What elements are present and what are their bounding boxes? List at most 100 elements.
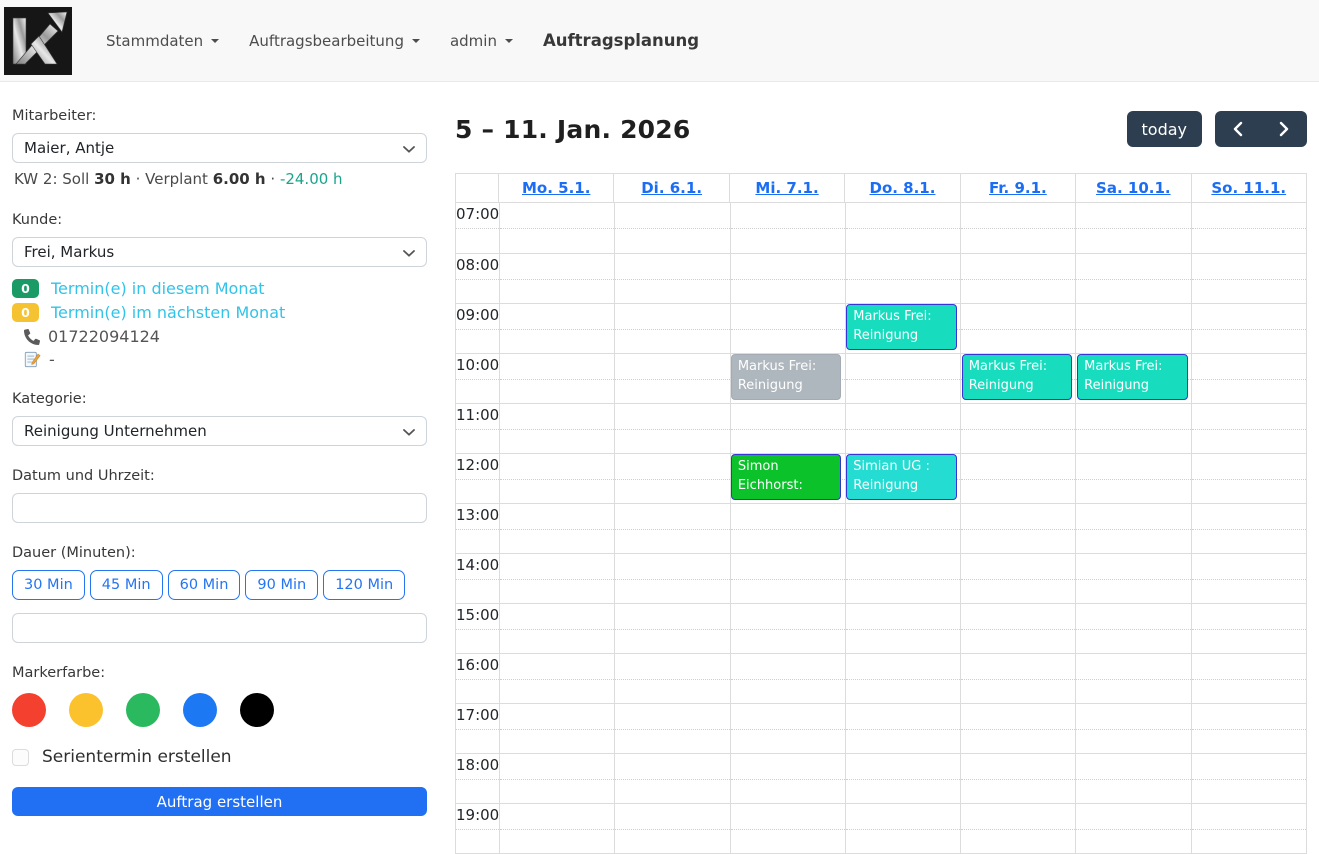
marker-color-black[interactable]	[240, 693, 274, 727]
navbar: Stammdaten Auftragsbearbeitung admin Auftr…	[0, 0, 1319, 82]
mitarbeiter-selected-value: Maier, Antje	[24, 139, 115, 157]
nav-item-admin[interactable]: admin	[442, 26, 521, 56]
calendar-event[interactable]: Simian UG : Reinigung	[846, 454, 957, 500]
caret-down-icon	[211, 38, 220, 43]
duration-button-30min[interactable]: 30 Min	[12, 570, 85, 600]
calendar-event[interactable]: Markus Frei: Reinigung	[961, 354, 1073, 400]
mitarbeiter-label: Mitarbeiter:	[12, 108, 97, 124]
day-header-link-6[interactable]: Sa. 10.1.	[1096, 179, 1171, 197]
duration-button-60min[interactable]: 60 Min	[167, 570, 241, 600]
app-logo-icon[interactable]	[4, 6, 72, 75]
auftrag-erstellen-button[interactable]: Auftrag erstellen	[12, 787, 427, 816]
serientermin-checkbox[interactable]	[12, 748, 29, 766]
time-slot	[500, 703, 615, 753]
time-label-cell: 09:00	[456, 303, 500, 353]
time-slot	[961, 653, 1076, 703]
time-slot	[961, 753, 1076, 803]
event-title: Markus Frei: Reinigung	[968, 359, 1048, 393]
time-slot	[961, 703, 1076, 753]
event-title: Simian UG : Reinigung	[853, 459, 930, 493]
duration-button-45min[interactable]: 45 Min	[89, 570, 163, 600]
day-header-cell: Fr. 9.1.	[959, 174, 1075, 202]
time-slot	[615, 553, 730, 603]
marker-color-blue[interactable]	[183, 693, 217, 727]
time-label-cell: 10:00	[456, 353, 500, 403]
time-slot	[1191, 603, 1307, 653]
calendar-event[interactable]: Simon Eichhorst:	[730, 454, 842, 500]
time-slot	[1191, 453, 1307, 503]
marker-color-red[interactable]	[12, 693, 46, 727]
time-slot	[730, 803, 846, 853]
time-slot	[1076, 203, 1191, 253]
time-slot	[1076, 603, 1191, 653]
day-column-3	[729, 203, 846, 853]
nav-item-stammdaten[interactable]: Stammdaten	[98, 26, 227, 56]
time-slot	[845, 403, 961, 453]
time-slot	[500, 203, 615, 253]
next-week-button[interactable]	[1261, 111, 1307, 147]
time-label-cell: 17:00	[456, 703, 500, 753]
day-column-5	[960, 203, 1076, 853]
kategorie-select[interactable]: Reinigung Unternehmen	[12, 416, 427, 446]
custom-duration-input[interactable]	[12, 613, 427, 643]
mitarbeiter-select[interactable]: Maier, Antje	[12, 133, 427, 163]
time-slot	[730, 403, 846, 453]
time-slot	[845, 653, 961, 703]
day-header-link-1[interactable]: Mo. 5.1.	[521, 179, 591, 197]
time-slot	[1076, 753, 1191, 803]
time-slot	[500, 503, 615, 553]
datum-input[interactable]	[12, 493, 427, 523]
nav-item-auftragsbearbeitung[interactable]: Auftragsbearbeitung	[241, 26, 428, 56]
time-slot	[961, 303, 1076, 353]
day-header-link-2[interactable]: Di. 6.1.	[641, 179, 703, 197]
chevron-down-icon	[403, 250, 415, 257]
event-title: Markus Frei: Reinigung	[1084, 359, 1163, 393]
marker-color-green[interactable]	[126, 693, 160, 727]
appointment-count-badge: 0	[12, 303, 39, 322]
duration-button-90min[interactable]: 90 Min	[245, 570, 319, 600]
serientermin-row: Serientermin erstellen	[12, 747, 427, 767]
duration-button-120min[interactable]: 120 Min	[323, 570, 406, 600]
appointment-link-0[interactable]: Termin(e) in diesem Monat	[51, 279, 265, 298]
day-column-2	[614, 203, 730, 853]
day-header-cell: Mi. 7.1.	[728, 174, 844, 202]
time-slot	[615, 353, 730, 403]
kw-delta-hours: -24.00 h	[279, 170, 343, 188]
chevron-right-icon	[1279, 121, 1289, 137]
time-slot	[961, 503, 1076, 553]
appointment-link-row: 0 Termin(e) in diesem Monat	[12, 279, 427, 298]
calendar-title: 5 – 11. Jan. 2026	[455, 114, 691, 144]
calendar-event[interactable]: Markus Frei: Reinigung	[730, 354, 842, 400]
memo-icon	[24, 351, 41, 368]
today-button[interactable]: today	[1126, 111, 1202, 147]
nav-menu: Stammdaten Auftragsbearbeitung admin	[84, 26, 521, 56]
time-slot	[1191, 653, 1307, 703]
day-header-link-7[interactable]: So. 11.1.	[1211, 179, 1287, 197]
marker-color-yellow[interactable]	[69, 693, 103, 727]
calendar-event[interactable]: Markus Frei: Reinigung	[1077, 354, 1188, 400]
time-slot	[500, 603, 615, 653]
appointment-links: 0 Termin(e) in diesem Monat 0 Termin(e) im …	[12, 279, 427, 322]
appointment-form: Mitarbeiter: Maier, Antje KW 2: Soll 30 …	[0, 82, 439, 816]
event-title: Markus Frei: Reinigung	[853, 309, 932, 343]
time-slot	[1191, 353, 1307, 403]
time-slot	[730, 303, 846, 353]
chevron-down-icon	[403, 146, 415, 153]
prev-week-button[interactable]	[1215, 111, 1261, 147]
appointment-link-1[interactable]: Termin(e) im nächsten Monat	[51, 303, 286, 322]
time-slot	[500, 803, 615, 853]
time-slot	[730, 503, 846, 553]
time-slot	[500, 553, 615, 603]
phone-row: 01722094124	[24, 327, 427, 346]
dauer-label: Dauer (Minuten):	[12, 545, 136, 561]
day-header-link-3[interactable]: Mi. 7.1.	[755, 179, 819, 197]
time-slot	[615, 403, 730, 453]
kunde-select[interactable]: Frei, Markus	[12, 237, 427, 267]
serientermin-label: Serientermin erstellen	[42, 747, 232, 767]
day-header-link-5[interactable]: Fr. 9.1.	[989, 179, 1047, 197]
day-header-link-4[interactable]: Do. 8.1.	[869, 179, 936, 197]
nav-item-auftragsplanung[interactable]: Auftragsplanung	[542, 31, 700, 50]
calendar-event[interactable]: Markus Frei: Reinigung	[846, 304, 957, 350]
time-label-cell: 19:00	[456, 803, 500, 853]
time-slot	[961, 603, 1076, 653]
